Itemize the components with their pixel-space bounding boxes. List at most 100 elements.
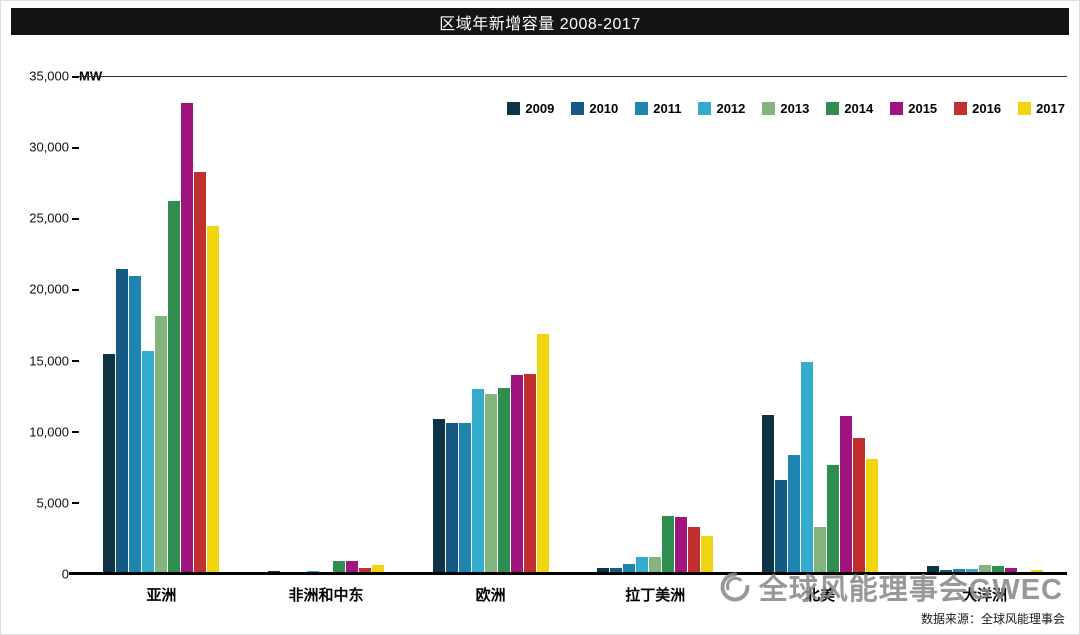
y-axis-tickmark	[72, 218, 79, 220]
y-axis-tick-label: 35,000 MW	[29, 68, 103, 84]
bar-asia-2017	[207, 226, 220, 574]
legend-swatch-2014	[826, 102, 840, 115]
legend-year-label: 2017	[1036, 101, 1065, 116]
bar-groups: 亚洲 非洲和中东 欧洲 拉丁美洲 北美 大洋洲	[79, 77, 1067, 604]
bar-asia-2012	[142, 351, 155, 574]
bar-europe-2012	[471, 389, 484, 574]
bar-north-america-2009	[761, 414, 774, 574]
bar-latin-america-2009	[597, 568, 610, 574]
bar-pacific-2014	[991, 566, 1004, 574]
bar-pacific-2013	[978, 565, 991, 574]
legend-swatch-2016	[954, 102, 968, 115]
x-axis-label-europe: 欧洲	[475, 587, 506, 604]
bar-group-pacific: 大洋洲	[926, 77, 1043, 604]
bar-north-america-2015	[839, 416, 852, 574]
y-axis-tick-label: 10,000	[29, 424, 69, 440]
bar-europe-2009	[432, 419, 445, 574]
bar-europe-2017	[536, 334, 549, 574]
bar-group-africa-middle-east: 非洲和中东	[267, 77, 384, 604]
bar-north-america-2017	[865, 458, 878, 574]
bar-pacific-2015	[1004, 568, 1017, 574]
bar-group-latin-america: 拉丁美洲	[597, 77, 714, 604]
legend-year-label: 2015	[908, 101, 938, 116]
legend-year-label: 2016	[972, 101, 1002, 116]
y-axis-tickmark	[72, 76, 79, 78]
y-axis-tickmark	[72, 289, 79, 291]
bar-north-america-2010	[774, 480, 787, 574]
bar-north-america-2013	[813, 527, 826, 574]
chart-title: 区域年新增容量 2008-2017	[439, 15, 641, 33]
bars-asia	[103, 77, 220, 574]
bars-pacific	[926, 77, 1043, 574]
y-axis-tick-label: 25,000	[29, 210, 69, 226]
y-axis-tickmark	[72, 147, 79, 149]
bars-latin-america	[597, 77, 714, 574]
bar-latin-america-2013	[649, 556, 662, 574]
legend-swatch-2017	[1018, 102, 1032, 115]
legend-year-label: 2013	[780, 101, 810, 116]
legend-year-label: 2011	[653, 101, 682, 116]
bar-africa-middle-east-2014	[332, 561, 345, 574]
x-axis-label-asia: 亚洲	[146, 587, 177, 604]
bars-africa-middle-east	[267, 77, 384, 574]
bar-asia-2016	[194, 172, 207, 574]
bar-latin-america-2010	[610, 567, 623, 574]
bar-asia-2014	[168, 200, 181, 574]
x-axis-label-pacific: 大洋洲	[962, 587, 1008, 604]
y-axis-tickmark	[72, 431, 79, 433]
bar-latin-america-2012	[636, 556, 649, 574]
bar-asia-2009	[103, 353, 116, 574]
bars-europe	[432, 77, 549, 574]
bar-latin-america-2015	[675, 517, 688, 574]
bar-latin-america-2014	[662, 515, 675, 574]
bar-pacific-2011	[952, 569, 965, 574]
bar-north-america-2014	[826, 464, 839, 574]
legend-swatch-2013	[762, 102, 776, 115]
legend: 2009 2010 2011 2012 2013 2014 2015 2016 2017	[507, 101, 1065, 116]
legend-item-2015: 2015	[890, 101, 937, 116]
legend-item-2013: 2013	[762, 101, 809, 116]
legend-swatch-2009	[507, 102, 521, 115]
bar-latin-america-2016	[688, 527, 701, 574]
legend-item-2016: 2016	[954, 101, 1001, 116]
bar-africa-middle-east-2017	[371, 565, 384, 574]
bar-asia-2010	[116, 268, 129, 574]
bar-north-america-2011	[787, 454, 800, 574]
bar-europe-2015	[510, 375, 523, 574]
legend-item-2017: 2017	[1018, 101, 1065, 116]
x-axis-baseline	[69, 572, 1067, 575]
bar-latin-america-2011	[623, 564, 636, 574]
bar-north-america-2012	[800, 362, 813, 574]
legend-year-label: 2009	[525, 101, 555, 116]
bar-europe-2011	[458, 423, 471, 574]
legend-swatch-2015	[890, 102, 904, 115]
bar-pacific-2009	[926, 566, 939, 574]
bar-africa-middle-east-2015	[345, 560, 358, 574]
y-axis-tick-label: 20,000	[29, 281, 69, 297]
legend-year-label: 2014	[844, 101, 874, 116]
legend-year-label: 2010	[589, 101, 619, 116]
bar-africa-middle-east-2016	[358, 568, 371, 574]
legend-item-2011: 2011	[635, 101, 681, 116]
bar-asia-2013	[155, 315, 168, 574]
legend-swatch-2012	[698, 102, 712, 115]
bar-europe-2016	[523, 373, 536, 574]
bar-north-america-2016	[852, 437, 865, 574]
bar-europe-2013	[484, 393, 497, 574]
legend-swatch-2010	[571, 102, 585, 115]
bar-group-europe: 欧洲	[432, 77, 549, 604]
y-axis-tick-label: 0	[61, 566, 69, 582]
chart-title-bar: 区域年新增容量 2008-2017	[11, 8, 1069, 35]
bar-group-asia: 亚洲	[103, 77, 220, 604]
y-axis-tick-label: 5,000	[36, 495, 69, 511]
x-axis-label-africa-middle-east: 非洲和中东	[288, 587, 364, 604]
plot-area: 2009 2010 2011 2012 2013 2014 2015 2016 2017 亚洲 非…	[69, 76, 1067, 604]
bar-asia-2015	[181, 102, 194, 574]
bar-pacific-2012	[965, 569, 978, 574]
legend-year-label: 2012	[716, 101, 746, 116]
legend-item-2010: 2010	[571, 101, 618, 116]
bar-group-north-america: 北美	[761, 77, 878, 604]
y-axis-tick-label: 30,000	[29, 139, 69, 155]
data-source-note: 数据来源：全球风能理事会	[920, 612, 1065, 626]
